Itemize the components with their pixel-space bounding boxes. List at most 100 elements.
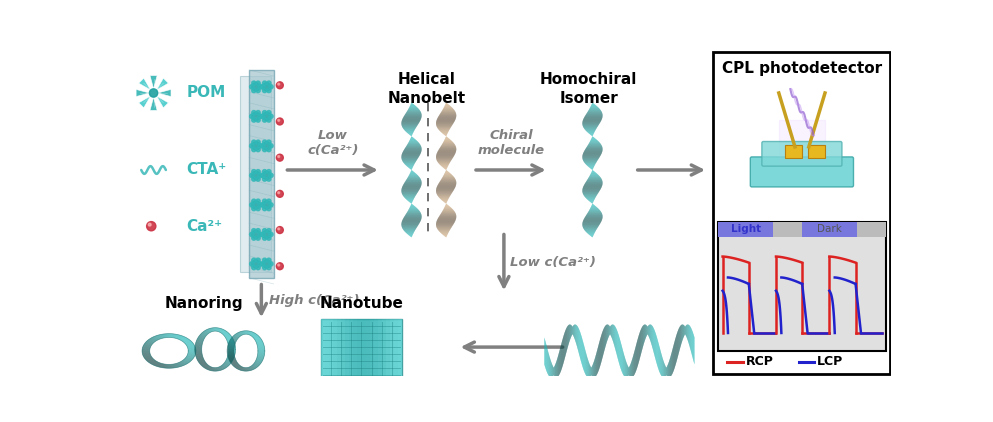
Polygon shape (196, 355, 203, 357)
Polygon shape (221, 365, 225, 369)
Circle shape (260, 203, 265, 207)
Polygon shape (236, 333, 240, 337)
Polygon shape (161, 334, 164, 338)
Polygon shape (187, 345, 195, 347)
Polygon shape (166, 334, 168, 338)
Polygon shape (217, 328, 218, 331)
Polygon shape (210, 328, 212, 332)
Polygon shape (165, 334, 166, 338)
Polygon shape (142, 348, 150, 349)
Polygon shape (224, 362, 229, 365)
Circle shape (260, 114, 265, 119)
Polygon shape (187, 344, 194, 346)
Polygon shape (252, 365, 256, 368)
Polygon shape (143, 354, 150, 355)
Circle shape (262, 201, 271, 209)
Polygon shape (241, 367, 243, 371)
Polygon shape (248, 331, 250, 335)
Text: LCP: LCP (817, 355, 843, 368)
Polygon shape (240, 367, 242, 370)
Polygon shape (228, 344, 235, 345)
Polygon shape (199, 336, 205, 338)
Polygon shape (217, 367, 219, 371)
Circle shape (249, 262, 254, 266)
Polygon shape (257, 346, 264, 347)
Polygon shape (147, 359, 154, 361)
Circle shape (267, 118, 271, 122)
Circle shape (256, 170, 260, 174)
Polygon shape (257, 357, 263, 359)
Polygon shape (229, 360, 236, 362)
Polygon shape (151, 361, 156, 364)
Polygon shape (173, 364, 175, 368)
Polygon shape (234, 364, 238, 367)
Bar (802, 222, 857, 237)
Polygon shape (166, 364, 168, 368)
Polygon shape (218, 367, 220, 371)
Polygon shape (159, 335, 162, 338)
Circle shape (256, 229, 260, 233)
Polygon shape (195, 353, 202, 354)
Polygon shape (252, 365, 257, 368)
Circle shape (258, 232, 262, 237)
Circle shape (251, 177, 256, 181)
Circle shape (267, 199, 271, 203)
Polygon shape (166, 334, 167, 338)
Polygon shape (196, 344, 202, 346)
Polygon shape (204, 331, 208, 334)
Polygon shape (144, 344, 151, 346)
Polygon shape (221, 330, 225, 333)
Polygon shape (187, 344, 194, 346)
Polygon shape (186, 343, 193, 345)
Polygon shape (225, 361, 230, 364)
Polygon shape (254, 362, 260, 365)
Polygon shape (239, 366, 241, 370)
Polygon shape (158, 363, 162, 367)
Polygon shape (178, 363, 182, 366)
Polygon shape (227, 354, 234, 355)
Polygon shape (255, 338, 260, 341)
Circle shape (269, 144, 273, 148)
Polygon shape (256, 359, 262, 361)
Polygon shape (223, 332, 227, 335)
Polygon shape (216, 368, 217, 371)
Polygon shape (150, 338, 156, 341)
Polygon shape (198, 338, 204, 340)
Polygon shape (164, 364, 166, 368)
Bar (808, 145, 825, 158)
Circle shape (251, 81, 256, 85)
Circle shape (251, 118, 256, 122)
Polygon shape (237, 366, 241, 369)
Polygon shape (241, 367, 243, 371)
Polygon shape (230, 340, 236, 342)
Polygon shape (198, 360, 204, 362)
Polygon shape (188, 347, 196, 349)
Polygon shape (254, 363, 259, 366)
Polygon shape (230, 360, 236, 363)
Polygon shape (224, 334, 229, 336)
Polygon shape (227, 341, 234, 342)
Polygon shape (228, 343, 234, 344)
Polygon shape (184, 340, 190, 343)
Polygon shape (206, 365, 209, 369)
Circle shape (276, 190, 283, 197)
Polygon shape (207, 366, 210, 369)
Polygon shape (199, 360, 205, 362)
Polygon shape (227, 340, 233, 342)
Polygon shape (255, 361, 261, 363)
Circle shape (258, 114, 262, 119)
Polygon shape (235, 334, 239, 337)
Polygon shape (257, 347, 264, 348)
Polygon shape (250, 367, 252, 370)
Polygon shape (257, 356, 264, 357)
Polygon shape (232, 363, 237, 365)
Polygon shape (224, 362, 230, 365)
Polygon shape (222, 332, 227, 335)
Polygon shape (196, 343, 203, 344)
Polygon shape (187, 344, 194, 345)
Polygon shape (249, 332, 252, 335)
Polygon shape (173, 364, 175, 368)
Polygon shape (211, 328, 213, 332)
Polygon shape (228, 351, 235, 352)
Circle shape (267, 265, 271, 270)
